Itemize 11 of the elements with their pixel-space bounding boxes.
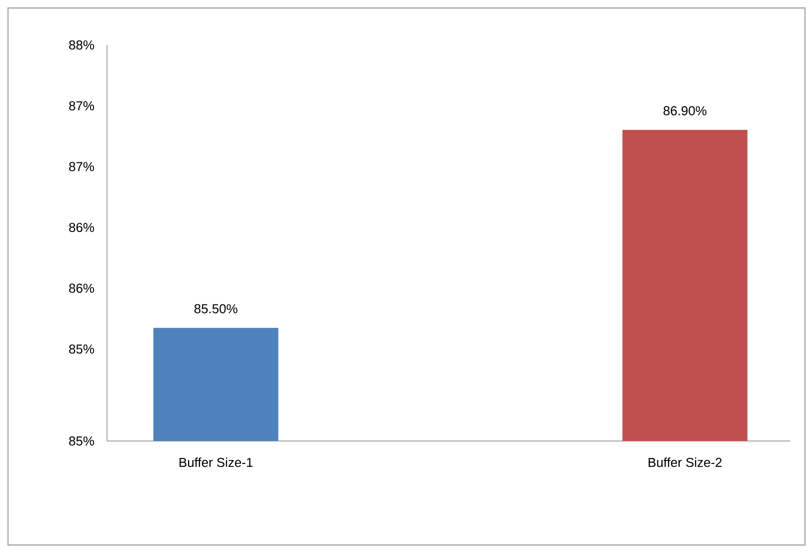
y-tick-label: 87%: [69, 162, 94, 172]
data-label: 86.90%: [664, 106, 706, 116]
y-tick-label: 86%: [69, 284, 94, 293]
x-tick-label: Buffer Size-2: [648, 457, 722, 468]
y-tick-label: 85%: [69, 436, 94, 446]
y-tick-label: 86%: [69, 222, 94, 232]
data-label: 85.50%: [194, 304, 238, 314]
x-tick-label: Buffer Size-1: [180, 457, 253, 468]
y-tick-label: 85%: [69, 344, 94, 354]
y-tick-label: 88%: [69, 40, 94, 50]
y-tick-label: 87%: [69, 101, 94, 110]
